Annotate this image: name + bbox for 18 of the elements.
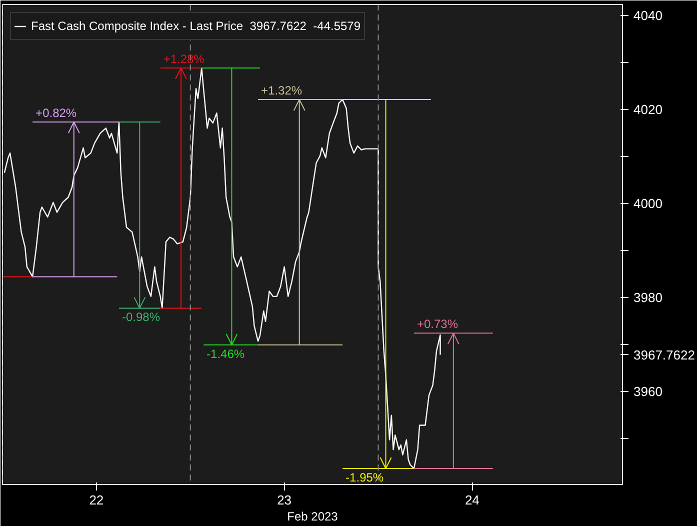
y-tick-label: 4040 (634, 8, 662, 23)
y-tick-label: 3980 (634, 290, 662, 305)
annotation: +0.82% (36, 106, 77, 120)
x-tick-label: 22 (89, 492, 104, 508)
annotation: -0.98% (122, 310, 160, 324)
y-tick-label: 4020 (634, 102, 662, 117)
x-tick-label: 24 (464, 492, 480, 508)
annotation: -1.95% (346, 470, 384, 485)
annotation: +1.32% (261, 83, 302, 98)
x-axis-title: Feb 2023 (287, 510, 338, 524)
annotation: -1.46% (206, 346, 245, 361)
annotation: +1.28% (163, 52, 205, 66)
y-tick-label: 3960 (634, 384, 662, 399)
annotation: +0.73% (416, 317, 458, 332)
y-tick-label: 3967.7622 (634, 347, 695, 362)
y-tick-label: 4000 (634, 196, 662, 211)
legend-label: Fast Cash Composite Index - Last Price 3967.7622 -44.5579 (31, 19, 361, 33)
x-tick-label: 23 (277, 492, 292, 508)
